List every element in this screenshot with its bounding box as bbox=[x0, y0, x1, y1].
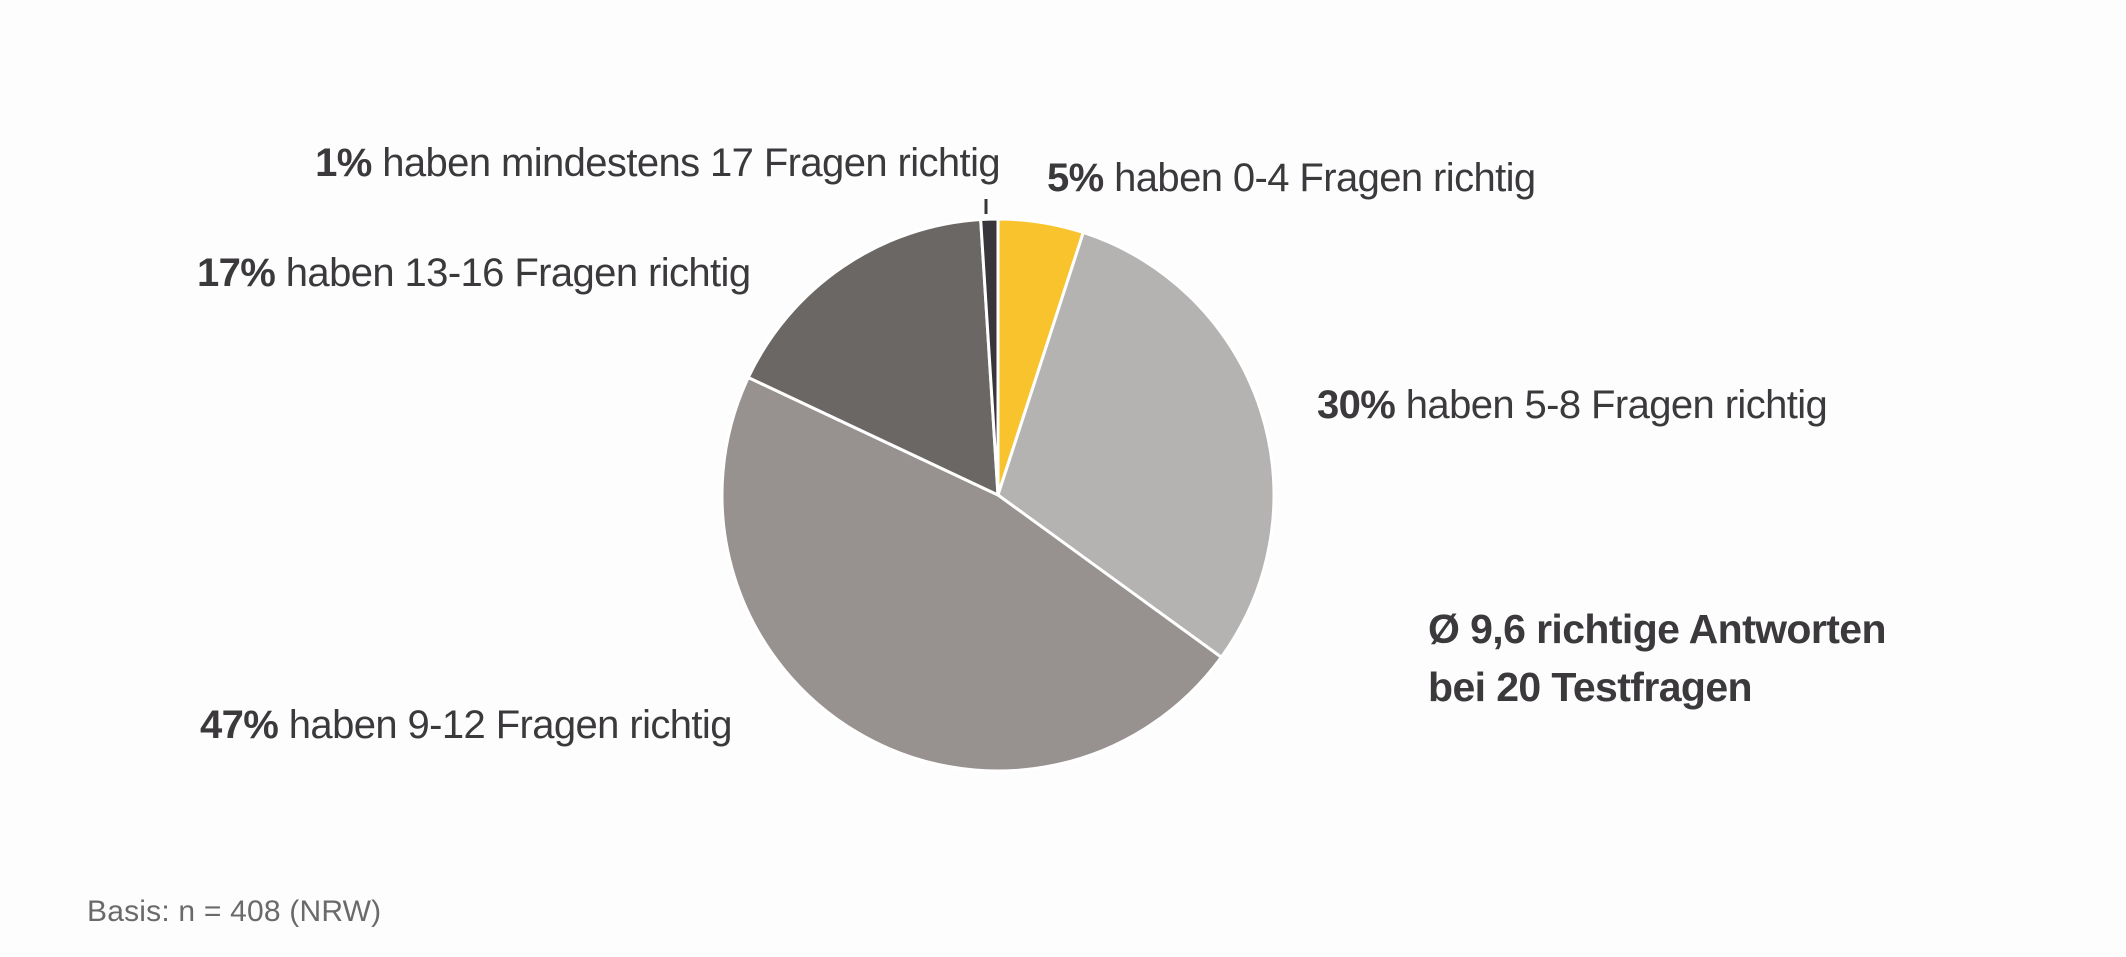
pie-slice-9-12-richtig bbox=[720, 375, 1223, 773]
label-slice-17plus: 1% haben mindestens 17 Fragen richtig bbox=[240, 140, 1001, 186]
label-text: haben 13-16 Fragen richtig bbox=[275, 251, 751, 295]
label-slice-0-4: 5% haben 0-4 Fragen richtig bbox=[1047, 155, 1536, 201]
pie-slice-5-8-richtig bbox=[996, 231, 1276, 659]
pie-slices bbox=[720, 217, 1276, 773]
label-percent: 47% bbox=[200, 703, 279, 747]
mean-annotation-line2: bei 20 Testfragen bbox=[1428, 664, 1753, 710]
label-text: haben 0-4 Fragen richtig bbox=[1103, 156, 1536, 200]
label-text: haben mindestens 17 Fragen richtig bbox=[371, 141, 1000, 185]
label-slice-9-12: 47% haben 9-12 Fragen richtig bbox=[200, 702, 732, 748]
label-percent: 17% bbox=[197, 251, 276, 295]
label-slice-5-8: 30% haben 5-8 Fragen richtig bbox=[1317, 382, 1828, 428]
label-text: haben 5-8 Fragen richtig bbox=[1395, 383, 1828, 427]
label-percent: 5% bbox=[1047, 156, 1104, 200]
label-slice-13-16: 17% haben 13-16 Fragen richtig bbox=[197, 250, 751, 296]
label-text: haben 9-12 Fragen richtig bbox=[278, 703, 733, 747]
basis-footnote: Basis: n = 408 (NRW) bbox=[87, 895, 382, 928]
pie-slice-mind-17-richtig bbox=[979, 217, 1000, 497]
label-percent: 30% bbox=[1317, 383, 1396, 427]
pie-slice-13-16-richtig bbox=[746, 218, 1000, 497]
mean-annotation-line1: Ø 9,6 richtige Antworten bbox=[1428, 606, 1887, 652]
label-percent: 1% bbox=[315, 141, 372, 185]
mean-annotation: Ø 9,6 richtige Antworten bei 20 Testfrag… bbox=[1428, 600, 1887, 716]
